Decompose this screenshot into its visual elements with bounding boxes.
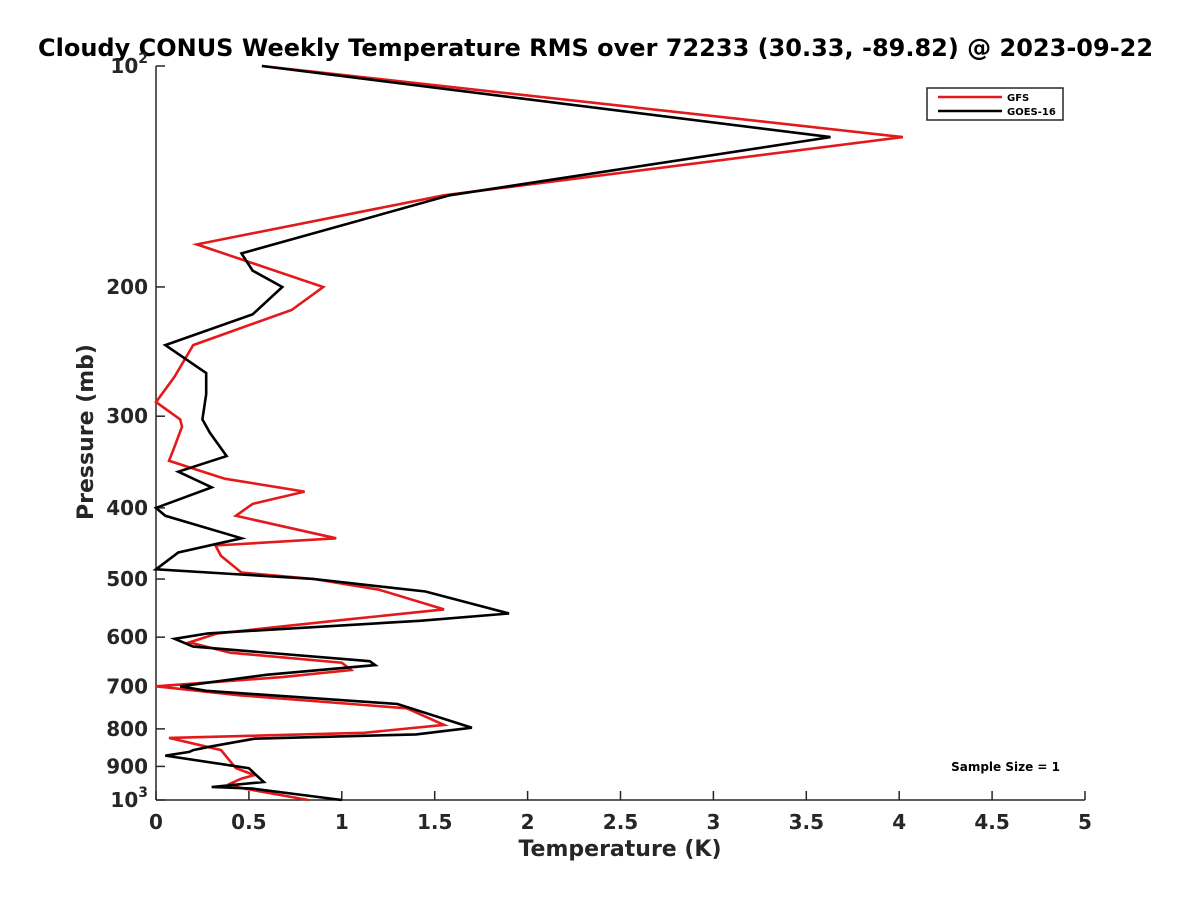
chart-title: Cloudy CONUS Weekly Temperature RMS over… bbox=[38, 34, 1153, 62]
x-tick-label: 2 bbox=[521, 810, 535, 834]
series-goes-16 bbox=[152, 64, 831, 802]
series-layer bbox=[152, 64, 904, 802]
x-tick-label: 1.5 bbox=[417, 810, 452, 834]
y-tick-label: 103 bbox=[110, 785, 148, 812]
y-tick-label: 700 bbox=[106, 674, 148, 698]
plot-axes bbox=[155, 66, 1085, 801]
x-tick-label: 5 bbox=[1078, 810, 1092, 834]
x-tick-label: 3.5 bbox=[789, 810, 824, 834]
legend-entries: GFS GOES-16 bbox=[938, 93, 1056, 118]
y-tick-label: 300 bbox=[106, 404, 148, 428]
x-ticks: 0 0.5 1 1.5 2 2.5 3 3.5 4 4.5 5 bbox=[149, 791, 1092, 834]
legend-box bbox=[926, 87, 1064, 121]
x-tick-label: 1 bbox=[335, 810, 349, 834]
y-tick-label: 200 bbox=[106, 275, 148, 299]
y-tick-label: 400 bbox=[106, 496, 148, 520]
legend-label: GFS bbox=[1007, 93, 1029, 104]
y-tick-label: 900 bbox=[106, 754, 148, 778]
series-line bbox=[152, 64, 831, 802]
y-ticks: 102 200 300 400 500 600 700 800 900 103 bbox=[106, 51, 165, 812]
x-tick-label: 0.5 bbox=[231, 810, 266, 834]
x-tick-label: 3 bbox=[706, 810, 720, 834]
y-tick-label: 102 bbox=[110, 51, 148, 78]
sample-size-annotation: Sample Size = 1 bbox=[951, 760, 1060, 774]
x-tick-label: 2.5 bbox=[603, 810, 638, 834]
y-tick-label: 600 bbox=[106, 625, 148, 649]
legend-label: GOES-16 bbox=[1007, 107, 1056, 118]
series-gfs bbox=[154, 64, 904, 802]
legend[interactable]: GFS GOES-16 bbox=[926, 87, 1064, 121]
y-axis-label: Pressure (mb) bbox=[74, 344, 99, 520]
series-line bbox=[154, 64, 904, 802]
x-tick-label: 4.5 bbox=[974, 810, 1009, 834]
y-tick-label: 800 bbox=[106, 717, 148, 741]
y-tick-label: 500 bbox=[106, 567, 148, 591]
x-axis-label: Temperature (K) bbox=[518, 837, 721, 862]
x-tick-label: 0 bbox=[149, 810, 163, 834]
x-tick-label: 4 bbox=[892, 810, 906, 834]
